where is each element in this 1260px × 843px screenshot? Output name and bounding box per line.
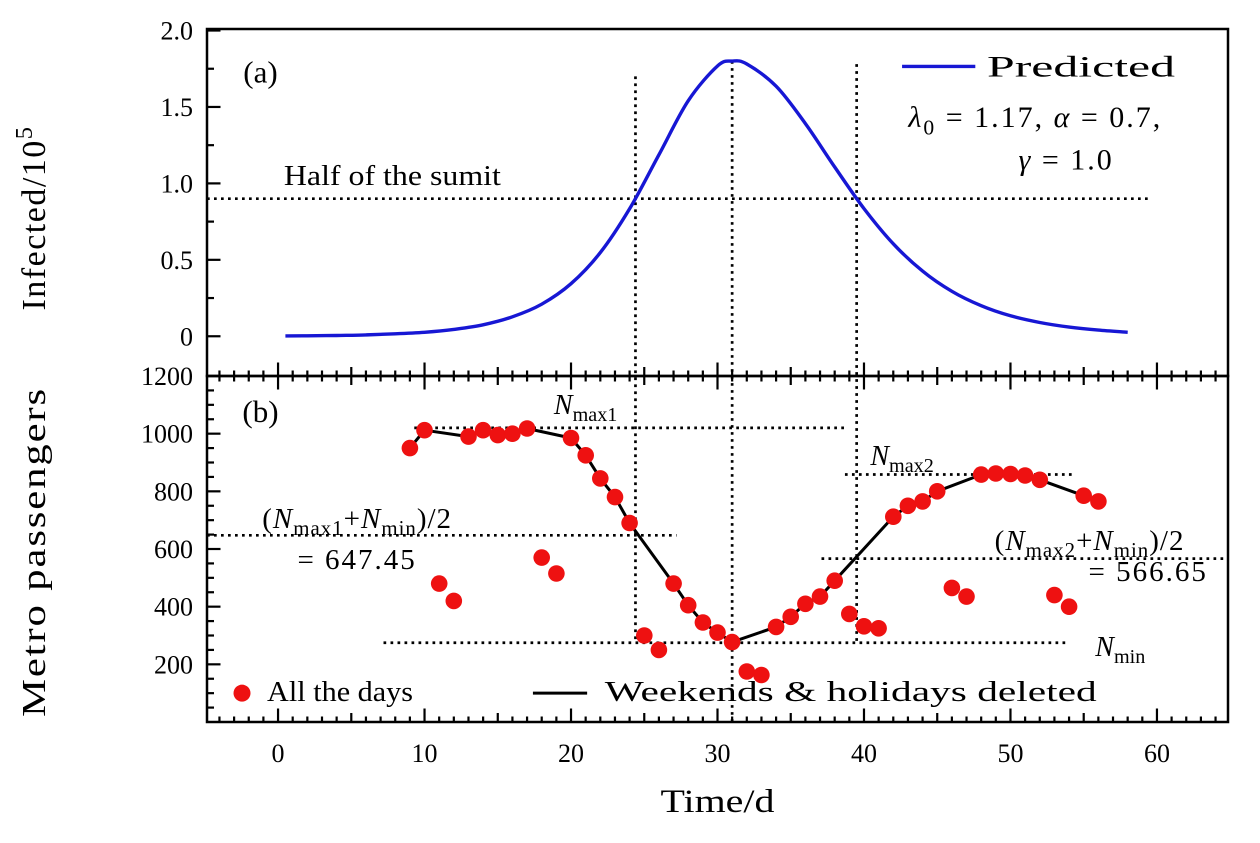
data-point [987,465,1005,482]
data-point [430,575,448,592]
axis-ticks [207,29,1217,722]
tick-labels: 0 10 20 30 40 50 6000.51.01.52.020040060080010… [141,17,1170,768]
y-tick-label-b: 600 [154,535,193,564]
data-point [1046,586,1063,604]
data-point [1075,487,1092,505]
data-point [972,466,990,483]
data-point [416,421,433,439]
data-point [650,641,668,659]
panel-b-y-axis-title: Metro passengers [16,387,53,717]
x-tick-label: 50 [997,739,1023,768]
panel-a-tag: (a) [243,55,277,90]
data-point [1060,598,1078,615]
y-tick-label-a: 1.0 [161,169,194,198]
data-point [753,666,770,684]
y-tick-label-b: 200 [154,650,193,679]
model-params-line2: γ = 1.0 [1019,144,1114,177]
x-tick-label: 20 [558,739,584,768]
data-point [1090,493,1107,510]
nmax2-label: Nmax2 [869,441,933,477]
data-point [914,493,931,510]
nmin-label: Nmin [1094,632,1145,668]
panel-a-y-axis-title: Infected/105 [11,125,53,310]
y-tick-label-a: 2.0 [161,17,194,46]
data-point [518,420,536,437]
data-point [723,633,741,651]
data-point [782,608,799,626]
data-point [460,428,477,445]
half2-formula-label: (Nmax2+Nmin)/2 [995,525,1185,562]
x-tick-label: 40 [851,739,877,768]
data-point [636,627,653,644]
half-summit-label: Half of the sumit [284,161,501,192]
y-tick-label-b: 400 [154,593,193,622]
y-tick-label-a: 0 [180,322,193,351]
data-point [665,575,682,592]
data-point [694,614,712,631]
panel-b-tag: (b) [242,394,278,429]
data-point [899,497,917,515]
half1-formula-label: (Nmax1+Nmin)/2 [262,503,452,540]
all-days-legend-marker [233,684,251,702]
data-point [1016,467,1034,484]
data-point [504,425,521,443]
data-point [811,588,829,605]
half1-value-label: = 647.45 [297,544,416,576]
data-point [679,596,697,614]
data-point [474,421,492,439]
y-tick-label-b: 800 [154,477,193,506]
predicted-curve [285,59,1128,338]
data-point [928,483,946,500]
data-point [870,620,887,637]
data-point [826,572,843,589]
all-days-points [401,420,1107,684]
data-point [709,624,726,641]
data-point [1002,465,1019,483]
x-axis-title: Time/d [661,784,776,820]
data-point [548,565,565,582]
data-point [577,447,594,464]
data-point [1031,471,1049,489]
data-point [621,514,638,532]
data-point [943,579,961,597]
data-point [562,429,580,447]
nmax1-label: Nmax1 [553,390,617,426]
data-point [606,488,624,506]
x-tick-label: 30 [705,739,731,768]
model-params-line1: λ0 = 1.17, α = 0.7, [907,101,1162,140]
data-point [885,508,902,525]
y-tick-label-a: 0.5 [161,246,194,275]
data-point [841,605,858,623]
data-point [401,439,419,457]
x-tick-label: 60 [1144,739,1170,768]
y-tick-label-a: 1.5 [161,93,194,122]
x-tick-label: 0 [272,739,285,768]
data-point [958,588,975,605]
data-point [445,592,463,610]
data-point [738,663,756,680]
data-point [767,618,785,636]
weekday-legend-label: Weekends & holidays deleted [605,676,1098,708]
predicted-legend-label: Predicted [987,50,1175,83]
y-tick-label-b: 1000 [141,420,193,449]
x-tick-label: 10 [412,739,438,768]
data-point [797,595,814,613]
data-point [592,470,609,487]
data-point [533,549,550,566]
half2-value-label: = 566.65 [1088,556,1207,588]
data-point [489,426,507,444]
y-tick-label-b: 1200 [141,362,193,391]
data-point [855,618,873,635]
all-days-legend-label: All the days [267,676,413,708]
